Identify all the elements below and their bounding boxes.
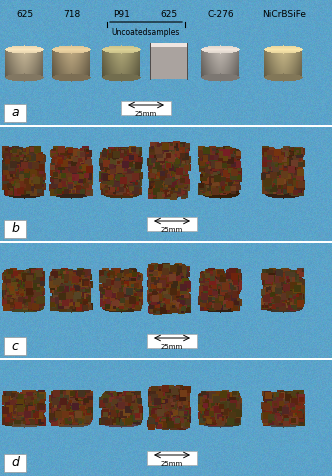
Text: P91: P91 — [113, 10, 129, 19]
Text: b: b — [11, 222, 19, 236]
FancyBboxPatch shape — [4, 220, 26, 238]
Text: 25mm: 25mm — [161, 227, 183, 233]
Text: Uncoatedsamples: Uncoatedsamples — [112, 28, 180, 37]
Text: 625: 625 — [161, 10, 178, 19]
Text: a: a — [11, 107, 19, 119]
FancyBboxPatch shape — [147, 334, 197, 348]
FancyBboxPatch shape — [4, 454, 26, 472]
Text: C-276: C-276 — [208, 10, 234, 19]
Text: d: d — [11, 456, 19, 469]
FancyBboxPatch shape — [4, 104, 26, 122]
Text: 25mm: 25mm — [161, 461, 183, 467]
FancyBboxPatch shape — [147, 451, 197, 465]
Text: 718: 718 — [63, 10, 80, 19]
FancyBboxPatch shape — [121, 101, 171, 115]
FancyBboxPatch shape — [4, 337, 26, 355]
Text: 625: 625 — [16, 10, 34, 19]
Text: 25mm: 25mm — [161, 344, 183, 350]
FancyBboxPatch shape — [147, 217, 197, 231]
Text: c: c — [12, 339, 19, 353]
Text: 25mm: 25mm — [135, 111, 157, 117]
Text: NiCrBSiFe: NiCrBSiFe — [262, 10, 306, 19]
